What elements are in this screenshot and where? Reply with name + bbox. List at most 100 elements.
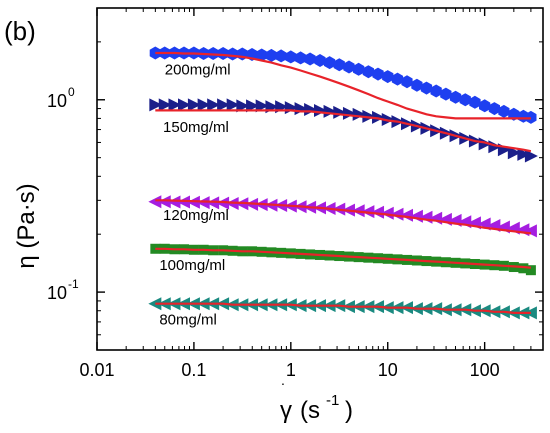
data-point-triangle-right — [177, 98, 191, 112]
data-point-hexagon — [459, 93, 471, 107]
y-tick-label-exponent: 0 — [68, 85, 75, 99]
data-point-triangle-right — [168, 98, 182, 112]
data-point-hexagon — [227, 47, 239, 61]
data-point-hexagon — [498, 104, 510, 118]
data-point-hexagon — [449, 90, 462, 104]
data-point-triangle-left — [196, 196, 210, 210]
data-point-triangle-left — [523, 224, 537, 238]
data-point-triangle-left — [176, 195, 190, 209]
series-label: 80mg/ml — [159, 311, 217, 328]
data-point-triangle-right — [236, 99, 250, 113]
x-tick-label: 1 — [286, 360, 296, 380]
y-axis-label: η (Pa·s) — [13, 183, 40, 268]
data-point-triangle-right — [304, 103, 318, 117]
series-label: 200mg/ml — [165, 62, 231, 79]
fit-line — [155, 199, 532, 235]
series-layer — [148, 46, 538, 320]
data-point-triangle-right — [187, 98, 201, 112]
data-point-hexagon — [382, 70, 394, 84]
x-axis-units: (s — [300, 397, 320, 424]
data-point-hexagon — [479, 99, 491, 113]
fit-line — [155, 302, 531, 314]
y-tick-label-exponent: -1 — [68, 277, 79, 291]
data-point-hexagon — [401, 75, 413, 89]
data-point-hexagon — [294, 51, 307, 65]
data-point-triangle-left — [399, 208, 413, 222]
data-point-triangle-left — [206, 196, 220, 210]
data-point-hexagon — [275, 49, 287, 63]
data-point-triangle-left — [148, 195, 162, 209]
data-point-hexagon — [304, 52, 316, 66]
data-point-hexagon — [440, 87, 452, 101]
data-point-hexagon — [362, 65, 374, 79]
data-point-triangle-left — [148, 297, 162, 311]
data-point-triangle-left — [186, 195, 200, 209]
x-axis-units-close: ) — [345, 397, 353, 424]
data-point-triangle-right — [333, 105, 347, 119]
series-label: 120mg/ml — [163, 207, 229, 224]
x-axis-symbol-dot: · — [281, 375, 286, 391]
x-axis-units-exponent: -1 — [326, 392, 339, 409]
y-tick-label: 10 — [47, 283, 67, 303]
data-point-hexagon — [391, 72, 404, 86]
data-point-hexagon — [343, 60, 355, 74]
data-point-triangle-left — [167, 195, 181, 209]
data-point-hexagon — [372, 67, 384, 81]
data-point-triangle-right — [197, 98, 211, 112]
data-point-square — [525, 265, 536, 276]
y-tick-label: 10 — [47, 91, 67, 111]
data-point-hexagon — [285, 50, 297, 64]
data-point-triangle-right — [255, 99, 269, 113]
x-tick-label: 0.01 — [79, 360, 114, 380]
data-point-triangle-right — [342, 106, 356, 120]
data-point-triangle-right — [246, 99, 260, 113]
data-point-hexagon — [488, 102, 500, 116]
data-point-hexagon — [256, 48, 268, 62]
data-point-triangle-left — [216, 196, 230, 210]
data-point-square — [518, 263, 529, 274]
data-point-triangle-right — [507, 146, 521, 160]
data-point-triangle-left — [157, 195, 171, 209]
fit-line — [155, 109, 532, 153]
data-point-triangle-right — [524, 149, 538, 163]
series-label: 150mg/ml — [163, 119, 229, 136]
data-point-triangle-left — [371, 205, 385, 219]
data-point-triangle-right — [207, 98, 221, 112]
data-point-triangle-right — [158, 98, 172, 112]
data-point-triangle-right — [323, 104, 337, 118]
data-point-triangle-right — [517, 147, 531, 161]
fit-line — [155, 247, 532, 269]
series-labels-layer: 200mg/ml 150mg/ml 120mg/ml 100mg/ml 80mg/ml — [159, 62, 230, 329]
data-point-hexagon — [265, 48, 278, 62]
data-point-triangle-right — [352, 107, 366, 121]
x-tick-label: 0.1 — [181, 360, 206, 380]
data-point-triangle-right — [478, 137, 492, 151]
x-tick-label: 10 — [378, 360, 398, 380]
data-point-hexagon — [353, 62, 365, 76]
data-point-triangle-right — [217, 98, 231, 112]
data-point-triangle-left — [390, 207, 404, 221]
data-point-hexagon — [420, 81, 433, 95]
x-axis-symbol: γ — [280, 397, 292, 424]
data-point-hexagon — [469, 95, 481, 109]
data-point-triangle-right — [149, 98, 163, 112]
panel-label: (b) — [4, 16, 36, 46]
data-point-hexagon — [333, 58, 345, 72]
data-point-hexagon — [430, 84, 442, 98]
data-point-hexagon — [411, 78, 423, 92]
data-point-triangle-right — [226, 98, 240, 112]
data-point-triangle-right — [372, 110, 386, 124]
data-point-hexagon — [323, 56, 336, 70]
fit-line — [155, 51, 531, 120]
x-tick-label: 100 — [470, 360, 500, 380]
data-point-hexagon — [314, 54, 326, 67]
data-point-triangle-left — [380, 206, 394, 220]
data-point-hexagon — [217, 47, 229, 60]
fit-layer — [155, 51, 532, 314]
data-point-triangle-right — [314, 103, 327, 117]
x-axis-label: γ · (s -1 ) — [280, 375, 353, 424]
series-label: 100mg/ml — [159, 257, 225, 274]
